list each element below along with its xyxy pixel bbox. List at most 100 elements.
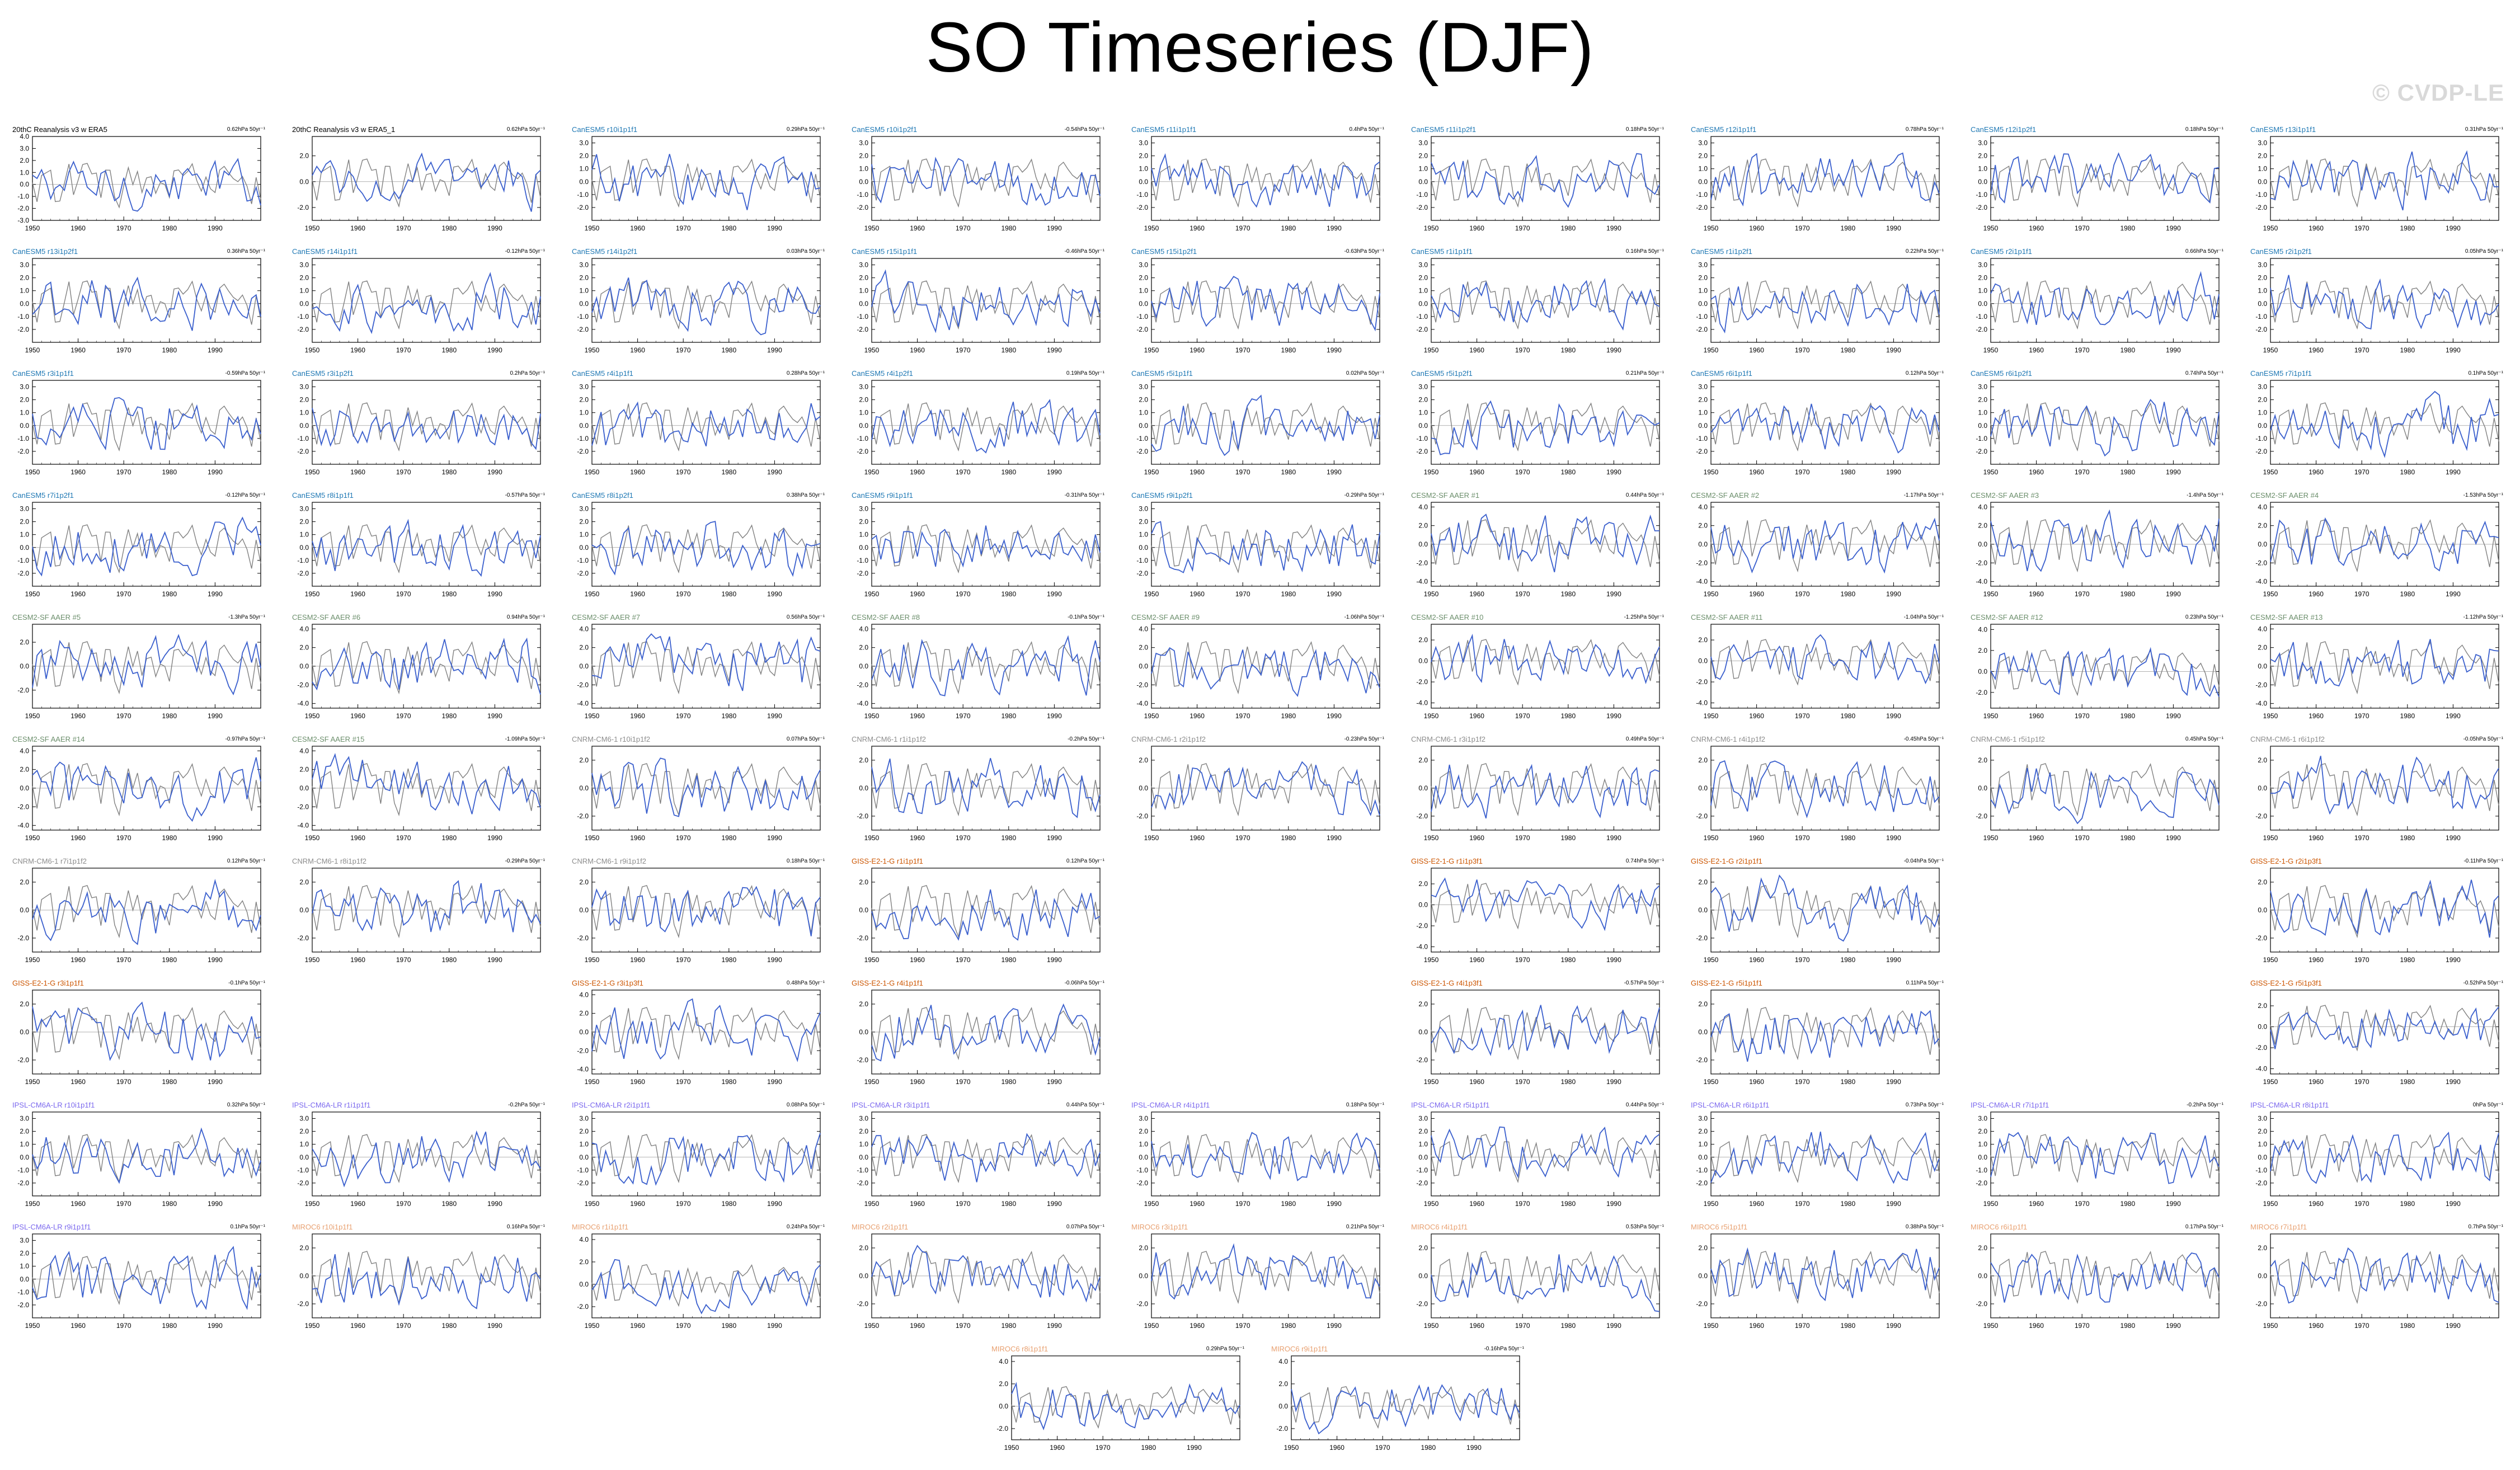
y-tick-label: -2.0: [1976, 204, 1987, 211]
y-tick-label: 2.0: [1418, 152, 1428, 160]
x-tick-label: 1980: [441, 468, 457, 476]
panel-trend-label: -0.29hPa 50yr⁻¹: [505, 858, 545, 864]
timeseries-panel: IPSL-CM6A-LR r2i1p1f1 0.08hPa 50yr⁻¹ 3.0 2.…: [571, 1101, 828, 1217]
panel-plot: 2.0 0.0 -2.0 1950 1960 1970 1980 1990: [1416, 1233, 1660, 1330]
y-tick-label: 4.0: [579, 991, 589, 998]
observed-series-line: [1151, 158, 1380, 208]
x-tick-label: 1980: [1560, 834, 1576, 842]
x-tick-label: 1960: [2029, 1200, 2044, 1208]
timeseries-panel: CESM2-SF AAER #14 -0.97hPa 50yr⁻¹ 4.0 2.0 0.…: [11, 735, 269, 851]
panel-title: GISS-E2-1-G r4i1p3f1: [1411, 979, 1483, 987]
panel-plot: 3.0 2.0 1.0 0.0 -1.0 -2.0 1950 1960 1970 1980 1990: [577, 258, 821, 354]
x-tick-label: 1950: [1144, 346, 1159, 354]
y-tick-label: -2.0: [577, 326, 589, 333]
timeseries-panel: MIROC6 r7i1p1f1 0.7hPa 50yr⁻¹ 2.0 0.0 -2.0 19…: [2249, 1223, 2507, 1339]
x-tick-label: 1950: [1704, 346, 1719, 354]
model-series-line: [2270, 1247, 2499, 1304]
y-tick-label: -2.0: [857, 812, 868, 820]
x-tick-label: 1980: [162, 468, 177, 476]
x-tick-label: 1970: [956, 468, 971, 476]
observed-series-line: [1431, 883, 1660, 930]
y-tick-label: 0.0: [999, 1402, 1008, 1410]
panel-trend-label: -0.97hPa 50yr⁻¹: [225, 736, 265, 742]
x-tick-label: 1970: [1795, 590, 1810, 598]
panel-plot: 3.0 2.0 1.0 0.0 -1.0 -2.0 1950 1960 1970 1980 1990: [1136, 502, 1380, 598]
observed-series-line: [1431, 1007, 1660, 1061]
observed-series-line: [591, 641, 821, 695]
model-series-line: [32, 757, 261, 822]
panel-title: CanESM5 r2i1p1f1: [1971, 247, 2032, 256]
timeseries-panel: CNRM-CM6-1 r9i1p1f2 0.18hPa 50yr⁻¹ 2.0 0.0 -…: [571, 857, 828, 973]
model-series-line: [1710, 1247, 1940, 1302]
model-series-line: [871, 635, 1101, 696]
plot-frame: [871, 502, 1101, 587]
y-tick-label: 0.0: [299, 1272, 309, 1280]
panel-title: IPSL-CM6A-LR r2i1p1f1: [572, 1101, 651, 1109]
y-tick-label: 2.0: [1139, 152, 1148, 160]
y-tick-label: 2.0: [2258, 1128, 2267, 1136]
y-tick-label: 0.0: [579, 1028, 589, 1036]
x-tick-label: 1990: [2166, 224, 2181, 232]
panel-plot: 3.0 2.0 1.0 0.0 -1.0 -2.0 1950 1960 1970 1980 1990: [577, 136, 821, 232]
y-tick-label: 2.0: [1139, 756, 1148, 764]
x-tick-label: 1960: [70, 956, 86, 964]
x-tick-label: 1960: [2309, 712, 2324, 720]
y-tick-label: -2.0: [1696, 326, 1708, 333]
y-tick-label: 3.0: [20, 505, 29, 513]
x-tick-label: 1990: [208, 1200, 223, 1208]
x-tick-label: 1950: [305, 224, 320, 232]
y-tick-label: -1.0: [1976, 435, 1987, 442]
x-tick-label: 1990: [208, 346, 223, 354]
y-tick-label: 3.0: [20, 383, 29, 391]
model-series-line: [312, 272, 541, 334]
y-tick-label: -1.0: [297, 435, 309, 442]
plot-frame: [1710, 380, 1940, 465]
panel-title: GISS-E2-1-G r4i1p1f1: [852, 979, 923, 987]
plot-frame: [312, 258, 541, 343]
model-series-line: [1431, 400, 1660, 455]
y-tick-label: 3.0: [1418, 1115, 1428, 1123]
y-tick-label: 2.0: [859, 396, 868, 404]
x-tick-label: 1980: [2120, 712, 2135, 720]
y-tick-label: 2.0: [1698, 636, 1708, 644]
y-tick-label: 4.0: [2258, 625, 2267, 633]
timeseries-panel: CNRM-CM6-1 r6i1p1f2 -0.05hPa 50yr⁻¹ 2.0 0.0…: [2249, 735, 2507, 851]
panel-title: CNRM-CM6-1 r4i1p1f2: [1691, 735, 1765, 743]
panel-title: CESM2-SF AAER #2: [1691, 491, 1760, 500]
y-tick-label: -2.0: [1696, 204, 1708, 211]
panel-trend-label: -0.05hPa 50yr⁻¹: [2463, 736, 2503, 742]
x-tick-label: 1950: [1144, 224, 1159, 232]
y-tick-label: 1.0: [20, 531, 29, 539]
observed-series-line: [1990, 280, 2220, 330]
timeseries-panel: GISS-E2-1-G r1i1p3f1 0.74hPa 50yr⁻¹ 2.0 0.0…: [1410, 857, 1667, 973]
x-tick-label: 1970: [1795, 468, 1810, 476]
y-tick-label: 3.0: [1139, 261, 1148, 269]
panel-trend-label: -0.59hPa 50yr⁻¹: [225, 370, 265, 376]
observed-series-line: [871, 402, 1101, 452]
panel-plot: 3.0 2.0 1.0 0.0 -1.0 -2.0 1950 1960 1970 1980 1990: [1136, 258, 1380, 354]
y-tick-label: 1.0: [1978, 409, 1987, 417]
y-tick-label: 2.0: [2258, 1002, 2267, 1010]
model-series-line: [1151, 647, 1380, 698]
x-tick-label: 1970: [396, 346, 411, 354]
panel-plot: 3.0 2.0 1.0 0.0 -1.0 -2.0 1950 1960 1970 1980 1990: [2255, 258, 2499, 354]
x-tick-label: 1950: [1424, 712, 1439, 720]
x-tick-label: 1970: [1235, 712, 1250, 720]
x-tick-label: 1990: [2166, 346, 2181, 354]
y-tick-label: 3.0: [1978, 1115, 1987, 1123]
x-tick-label: 1990: [487, 956, 502, 964]
y-tick-label: 4.0: [999, 1358, 1008, 1365]
y-tick-label: -1.0: [1976, 1166, 1987, 1174]
panel-plot: 3.0 2.0 1.0 0.0 -1.0 -2.0 1950 1960 1970 1980 1990: [1136, 1111, 1380, 1208]
x-tick-label: 1980: [1840, 1200, 1855, 1208]
x-tick-label: 1960: [1190, 346, 1205, 354]
plot-frame: [2270, 136, 2499, 221]
y-tick-label: -2.0: [1416, 1179, 1428, 1187]
y-tick-label: 0.0: [299, 662, 309, 670]
panel-title: IPSL-CM6A-LR r3i1p1f1: [852, 1101, 930, 1109]
panel-plot: 4.0 2.0 0.0 -2.0 1950 1960 1970 1980 1990: [577, 1233, 821, 1330]
x-tick-label: 1960: [350, 956, 365, 964]
y-tick-label: 2.0: [1139, 396, 1148, 404]
y-tick-label: -2.0: [1976, 1300, 1987, 1308]
x-tick-label: 1960: [910, 956, 925, 964]
